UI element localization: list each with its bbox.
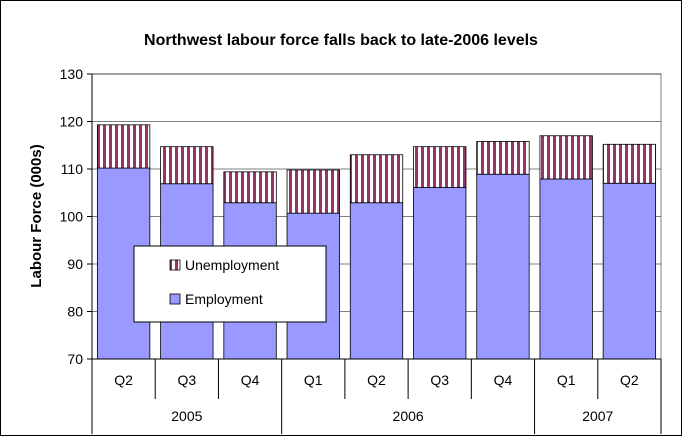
bar-unemployment: [96, 124, 151, 169]
y-axis: 70 80 90 100 110 120 130: [60, 66, 93, 367]
bar-unemployment: [476, 141, 530, 175]
bar-employment: [476, 173, 530, 360]
legend-swatch-employment: [169, 293, 181, 305]
bar-unemployment: [160, 146, 214, 185]
y-axis-label: Labour Force (000s): [28, 144, 45, 287]
x-group-label: 2006: [393, 408, 424, 424]
bar-unemployment: [223, 171, 277, 204]
legend-swatch-unemployment: [169, 259, 181, 271]
y-tick-label: 110: [61, 161, 84, 177]
y-tick-label: 70: [67, 351, 83, 367]
x-tick-label: Q4: [494, 372, 513, 388]
x-tick-label: Q1: [304, 372, 323, 388]
legend: Unemployment Employment: [133, 245, 327, 323]
bar-unemployment: [349, 154, 404, 204]
chart-title: Northwest labour force falls back to lat…: [144, 32, 538, 49]
bar-unemployment: [286, 169, 340, 214]
x-tick-label: Q3: [177, 372, 196, 388]
y-tick-label: 100: [60, 209, 84, 225]
x-group-label: 2007: [582, 408, 613, 424]
legend-label-employment: Employment: [185, 291, 263, 307]
bar-employment: [539, 178, 593, 360]
y-tick-label: 80: [67, 304, 83, 320]
legend-label-unemployment: Unemployment: [185, 257, 279, 273]
x-tick-label: Q3: [430, 372, 449, 388]
x-tick-label: Q4: [241, 372, 260, 388]
bar-employment: [602, 182, 657, 360]
bar-employment: [349, 202, 404, 360]
x-tick-label: Q2: [620, 372, 639, 388]
bar-unemployment: [539, 135, 593, 180]
y-tick-label: 120: [60, 114, 84, 130]
bar-unemployment: [602, 143, 657, 184]
y-tick-label: 90: [67, 256, 83, 272]
x-tick-label: Q2: [114, 372, 133, 388]
x-tick-label: Q2: [367, 372, 386, 388]
bar-unemployment: [413, 146, 467, 188]
y-tick-label: 130: [60, 66, 84, 82]
x-tick-label: Q1: [557, 372, 576, 388]
x-group-label: 2005: [171, 408, 202, 424]
x-axis: Q2 Q3 Q4 Q1 Q2 Q3 Q4 Q1 Q2 2005 2006 2007: [91, 358, 662, 434]
bar-employment: [413, 187, 467, 360]
legend-box: [133, 245, 327, 323]
